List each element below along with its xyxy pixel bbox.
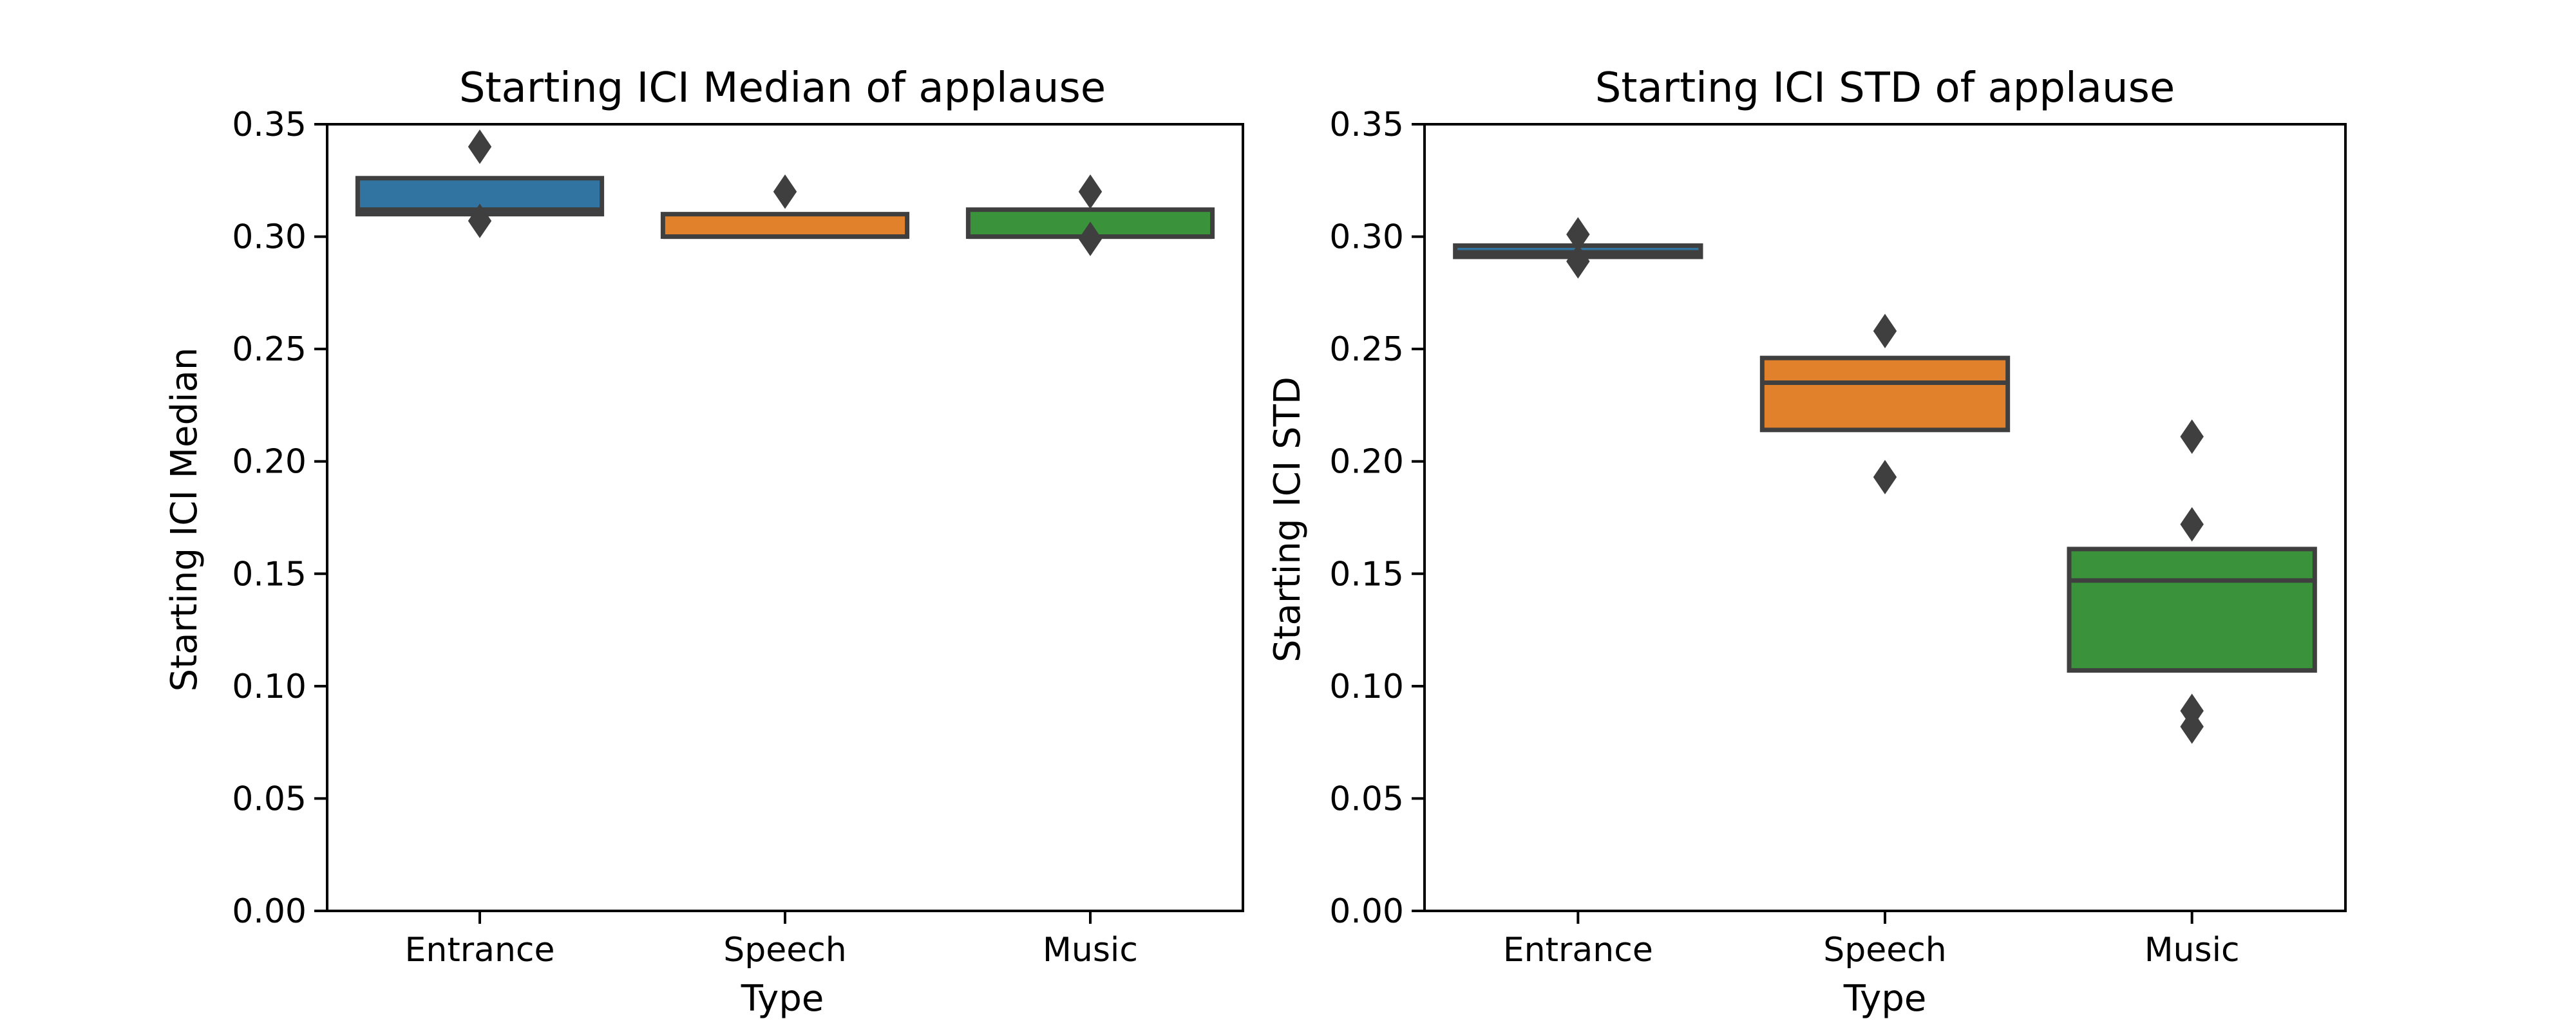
plot-area-std: 0.00 0.05 0.10 0.15 0.20 0.25 0.30 0.35 Entrance… [1329, 106, 2347, 969]
outlier-point [468, 129, 492, 164]
outlier-point [1078, 221, 1103, 256]
outlier-point [468, 203, 492, 238]
outlier-point [1566, 244, 1590, 279]
x-tick-label: Entrance [1503, 931, 1653, 969]
y-tick-label: 0.30 [1329, 218, 1404, 257]
outlier-point [1078, 174, 1103, 209]
y-tick-label: 0.05 [232, 780, 307, 818]
box-speech [1759, 355, 2011, 433]
x-tick-label: Speech [723, 931, 847, 969]
box-speech [660, 212, 910, 239]
outlier-point [2180, 419, 2204, 454]
y-tick-label: 0.10 [232, 668, 307, 706]
y-axis-label: Starting ICI STD [1267, 377, 1309, 662]
y-tick-label: 0.25 [232, 330, 307, 369]
x-tick-label: Music [2145, 931, 2240, 969]
x-tick-label: Music [1043, 931, 1138, 969]
x-axis-label: Type [741, 978, 824, 1020]
chart-title: Starting ICI STD of applause [1595, 64, 2175, 112]
axes-frame [326, 123, 1244, 912]
outlier-point [1873, 314, 1897, 348]
y-tick-label: 0.20 [232, 443, 307, 482]
y-tick-label: 0.10 [1329, 668, 1404, 706]
plot-area-median: 0.00 0.05 0.10 0.15 0.20 0.25 0.30 0.35 Entrance… [232, 106, 1244, 969]
x-tick-label: Entrance [405, 931, 555, 969]
outlier-point [2180, 507, 2204, 542]
y-tick-label: 0.35 [232, 106, 307, 144]
chart-title: Starting ICI Median of applause [459, 64, 1106, 112]
y-tick-label: 0.00 [232, 892, 307, 931]
chart-panel-std: Starting ICI STD of applause Starting IC… [1267, 64, 2347, 1020]
y-tick-label: 0.15 [232, 555, 307, 594]
y-tick-label: 0.30 [232, 218, 307, 257]
y-tick-label: 0.35 [1329, 106, 1404, 144]
y-tick-label: 0.05 [1329, 780, 1404, 818]
chart-panel-median: Starting ICI Median of applause Starting… [164, 64, 1244, 1020]
outlier-point [1873, 460, 1897, 494]
y-tick-label: 0.20 [1329, 443, 1404, 482]
outlier-point [773, 174, 797, 209]
box-music [2067, 547, 2317, 673]
y-tick-label: 0.15 [1329, 555, 1404, 594]
axes-frame [1423, 123, 2347, 912]
y-axis-label: Starting ICI Median [164, 348, 205, 692]
y-tick-label: 0.00 [1329, 892, 1404, 931]
outlier-point [2180, 709, 2204, 744]
x-axis-label: Type [1843, 978, 1927, 1020]
y-tick-label: 0.25 [1329, 330, 1404, 369]
x-tick-label: Speech [1823, 931, 1947, 969]
